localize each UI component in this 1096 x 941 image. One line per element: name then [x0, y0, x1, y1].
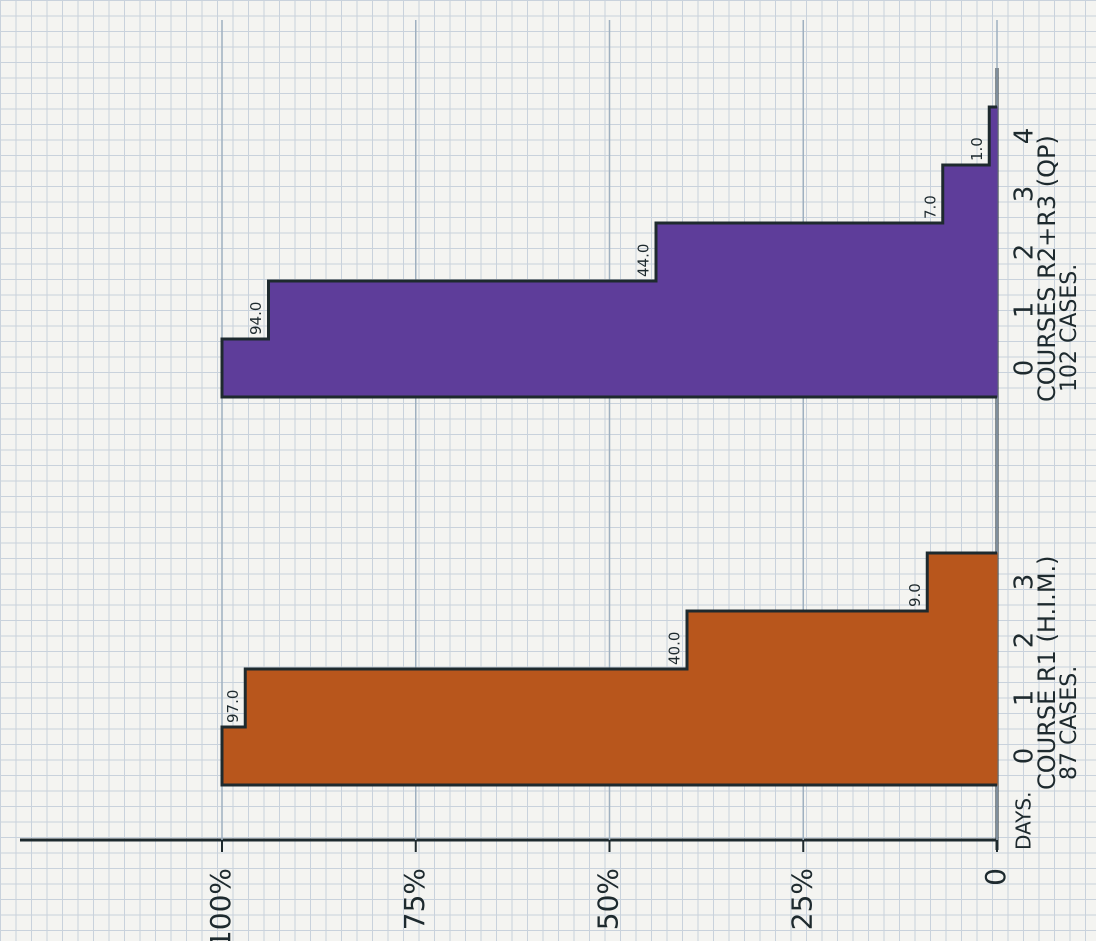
- value-label: 94.0: [247, 302, 265, 335]
- bar: [221, 726, 998, 786]
- bar: [686, 610, 998, 670]
- category-label: 1: [1010, 302, 1040, 319]
- x-tick-label: 100%: [204, 868, 237, 941]
- step-outline: [220, 551, 997, 787]
- x-tick-label: 0: [979, 868, 1012, 886]
- group-cases: 87 CASES.: [1057, 666, 1082, 780]
- bar: [655, 222, 998, 282]
- category-label: 1: [1010, 690, 1040, 707]
- value-label: 44.0: [635, 244, 653, 277]
- x-tick-label: 25%: [785, 868, 818, 930]
- category-label: 2: [1010, 244, 1040, 261]
- x-tick-label: 50%: [592, 868, 625, 930]
- group-cases: 102 CASES.: [1057, 264, 1082, 392]
- category-label: 3: [1010, 574, 1040, 591]
- category-label: 3: [1010, 186, 1040, 203]
- group-name: COURSES R2+R3 (QP): [1033, 135, 1061, 402]
- bar: [268, 280, 998, 340]
- value-label: 9.0: [906, 583, 924, 607]
- category-label: 0: [1010, 360, 1040, 377]
- value-label: 97.0: [224, 690, 242, 723]
- value-label: 40.0: [666, 632, 684, 665]
- value-label: 1.0: [968, 137, 986, 161]
- category-label: 4: [1010, 128, 1040, 145]
- bar: [221, 338, 998, 398]
- step-outline: [220, 105, 997, 399]
- group-name: COURSE R1 (H.I.M.): [1033, 555, 1061, 790]
- x-tick-label: 75%: [398, 868, 431, 930]
- bar: [926, 552, 998, 612]
- category-axis-label: DAYS.: [1012, 792, 1036, 850]
- bar: [244, 668, 998, 728]
- value-label: 7.0: [921, 195, 939, 219]
- category-label: 2: [1010, 632, 1040, 649]
- category-label: 0: [1010, 748, 1040, 765]
- bar: [942, 164, 998, 224]
